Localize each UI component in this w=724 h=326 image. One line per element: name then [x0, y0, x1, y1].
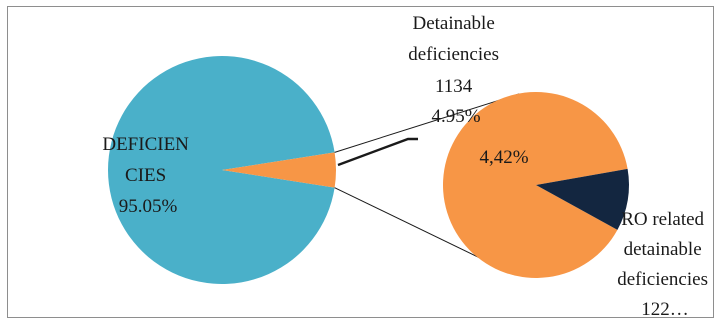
detainable-label-line-2: deficiencies: [408, 44, 499, 65]
secondary-slice-other-detainable: [443, 92, 628, 279]
detainable-label: Detainable deficiencies 1134 4.95%: [408, 13, 503, 127]
ro-related-label-line-2: detainable: [624, 239, 702, 260]
ro-related-label-line-3: deficiencies: [617, 269, 708, 290]
detainable-label-leader-line: [337, 137, 418, 167]
detainable-label-percent: 4.95%: [431, 106, 480, 127]
ro-related-label-line-1: RO related: [621, 209, 704, 230]
main-slice-percent: 95.05%: [119, 196, 178, 217]
secondary-slice-percent: 4,42%: [479, 147, 528, 168]
main-slice-detainable: [222, 152, 336, 188]
main-pie: [108, 56, 336, 284]
secondary-slice-ro-related: [536, 168, 629, 230]
main-slice-label-line-2: CIES: [125, 165, 166, 186]
secondary-pie: [443, 92, 629, 279]
detainable-label-line-1: Detainable: [412, 13, 494, 34]
main-slice-deficiencies: [108, 56, 335, 284]
ro-related-label-line-4: 122…: [641, 299, 689, 320]
main-slice-label: DEFICIEN CIES 95.05%: [102, 134, 193, 217]
ro-related-label: RO related detainable deficiencies 122…: [617, 209, 712, 320]
detainable-label-value: 1134: [435, 76, 473, 97]
connector-line-top: [334, 93, 520, 153]
main-slice-label-line-1: DEFICIEN: [102, 134, 189, 155]
